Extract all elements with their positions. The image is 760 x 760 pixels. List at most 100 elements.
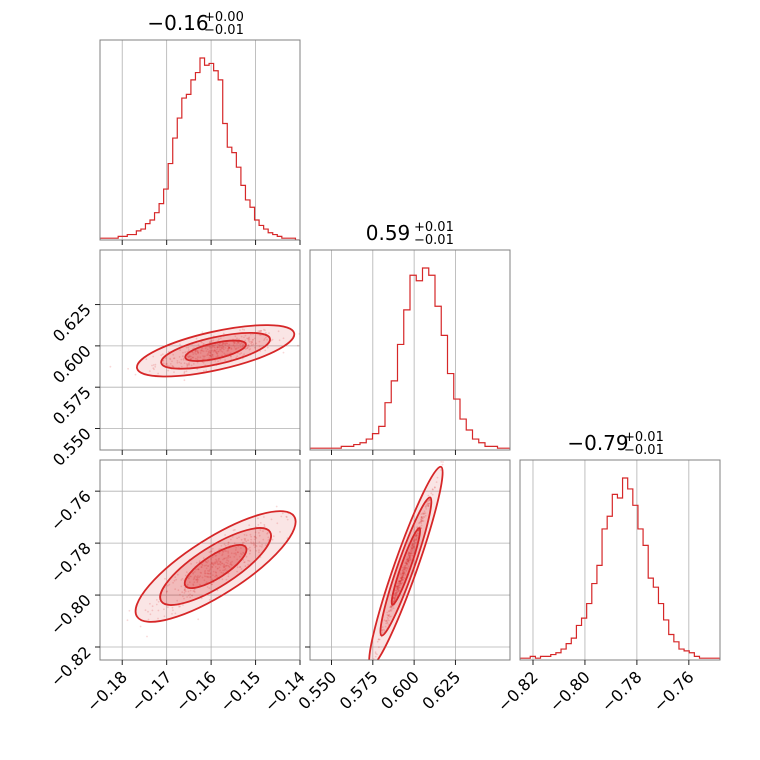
sample-point: [227, 550, 230, 553]
sample-point: [196, 576, 199, 579]
sample-point: [221, 351, 224, 353]
sample-point: [398, 584, 400, 587]
sample-point: [225, 557, 228, 559]
sample-point: [433, 486, 436, 489]
sample-point: [216, 346, 219, 348]
sample-point: [223, 557, 226, 560]
sample-point: [416, 526, 419, 529]
sample-point: [216, 346, 219, 349]
sample-point: [187, 594, 190, 597]
sample-point: [398, 586, 400, 589]
sample-point: [197, 352, 200, 355]
sample-point: [157, 600, 160, 603]
sample-point: [190, 355, 193, 358]
sample-point: [228, 346, 230, 349]
sample-point: [247, 559, 250, 562]
sample-point: [402, 571, 405, 573]
sample-point: [211, 556, 214, 558]
sample-point: [229, 556, 232, 559]
sample-point: [401, 576, 404, 578]
sample-point: [411, 545, 414, 547]
sample-point: [207, 569, 209, 572]
sample-point: [381, 629, 384, 632]
contour-level-2: [379, 496, 433, 637]
sample-point: [266, 532, 268, 535]
sample-point: [410, 552, 413, 554]
sample-point: [247, 344, 250, 347]
sample-point: [411, 542, 414, 545]
sample-point: [402, 571, 405, 573]
sample-point: [194, 350, 197, 353]
contour-level-1: [136, 324, 296, 378]
sample-point: [248, 552, 251, 555]
sample-point: [374, 655, 377, 658]
sample-point: [398, 582, 401, 585]
sample-point: [220, 350, 223, 352]
sample-point: [430, 492, 433, 495]
sample-point: [398, 580, 401, 582]
sample-point: [258, 549, 260, 552]
sample-point: [247, 338, 250, 340]
sample-point: [176, 599, 179, 602]
sample-point: [397, 581, 400, 583]
sample-point: [401, 576, 404, 579]
sample-point: [202, 350, 205, 353]
sample-point: [219, 346, 221, 349]
sample-point: [184, 574, 187, 577]
param-title-2: −0.79: [567, 431, 628, 455]
sample-point: [174, 576, 177, 578]
panel-frame: [99, 249, 301, 451]
x-tick-label: −0.80: [546, 667, 594, 715]
sample-point: [397, 587, 399, 590]
sample-point: [428, 502, 431, 505]
sample-point: [408, 551, 410, 554]
sample-point: [402, 573, 405, 575]
sample-point: [407, 558, 410, 560]
sample-point: [219, 560, 221, 563]
sample-point: [251, 341, 253, 344]
sample-point: [215, 559, 218, 562]
sample-point: [408, 554, 411, 557]
sample-point: [193, 577, 196, 580]
sample-point: [398, 584, 401, 587]
sample-point: [209, 576, 212, 578]
sample-point: [210, 562, 213, 565]
sample-point: [228, 346, 231, 349]
sample-point: [240, 335, 243, 338]
sample-point: [267, 536, 270, 539]
sample-point: [151, 605, 154, 608]
sample-point: [395, 586, 398, 588]
sample-point: [200, 572, 203, 574]
sample-point: [246, 347, 249, 349]
sample-point: [420, 513, 423, 515]
sample-point: [223, 342, 226, 345]
sample-point: [272, 535, 275, 538]
sample-point: [183, 597, 185, 600]
sample-point: [196, 350, 199, 353]
sample-point: [404, 567, 407, 570]
sample-point: [231, 560, 234, 563]
sample-point: [260, 329, 262, 332]
sample-point: [388, 610, 390, 613]
sample-point: [204, 560, 207, 563]
sample-point: [251, 341, 254, 343]
sample-point: [205, 345, 208, 348]
sample-point: [398, 580, 400, 583]
sample-point: [233, 552, 236, 555]
sample-point: [395, 593, 398, 596]
pair-contents: [109, 324, 300, 382]
sample-point: [237, 341, 240, 344]
sample-point: [202, 557, 205, 559]
x-tick-label: −0.17: [127, 667, 175, 715]
sample-point: [210, 350, 213, 352]
sample-point: [411, 548, 413, 550]
sample-point: [180, 365, 183, 368]
sample-point: [387, 614, 390, 617]
sample-point: [248, 524, 251, 526]
sample-point: [253, 337, 256, 340]
sample-point: [162, 359, 165, 362]
sample-point: [230, 552, 233, 555]
sample-point: [214, 349, 217, 352]
sample-point: [221, 550, 224, 553]
